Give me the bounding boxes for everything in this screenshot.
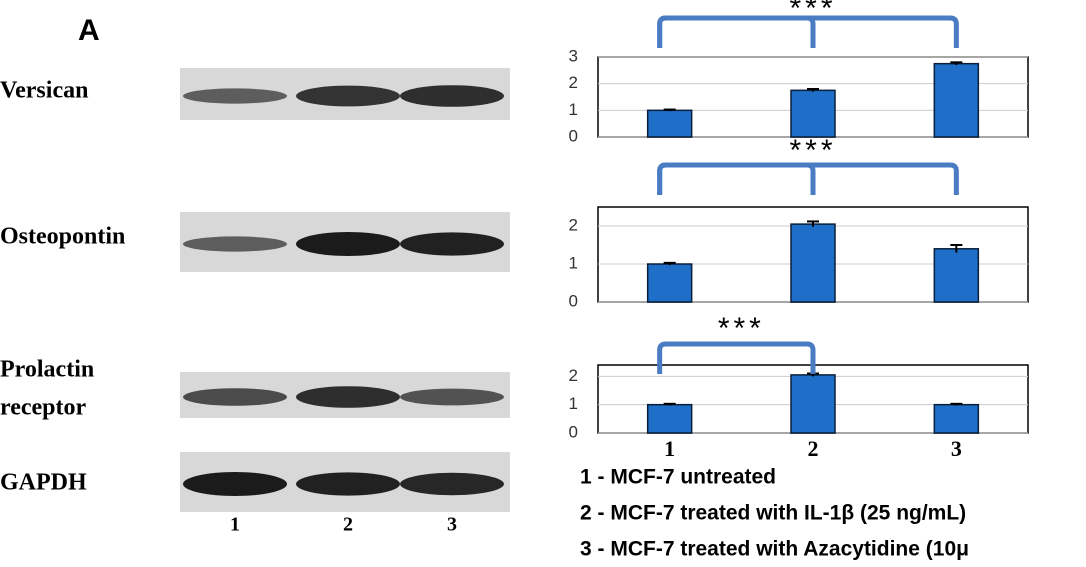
significance-bracket (657, 162, 816, 195)
blot-band (400, 85, 504, 107)
blot-band (400, 388, 504, 406)
significance-label: *** (789, 0, 836, 25)
significance-bracket (657, 162, 959, 195)
y-tick-label: 0 (569, 291, 578, 310)
blot-label: Osteopontin (0, 224, 125, 250)
blot-band (296, 386, 400, 408)
significance-bracket (657, 341, 816, 374)
x-tick-label: 1 (664, 436, 675, 461)
y-tick-label: 1 (569, 100, 578, 119)
blot-band (183, 472, 287, 496)
bar (933, 62, 980, 138)
blot-label: receptor (0, 395, 87, 421)
blot-band (296, 85, 400, 107)
legend-entry: 2 - MCF-7 treated with IL-1β (25 ng/mL) (580, 502, 966, 525)
y-tick-label: 1 (569, 394, 578, 413)
legend-entry: 3 - MCF-7 treated with Azacytidine (10μ (580, 538, 969, 561)
x-tick-label: 2 (808, 436, 819, 461)
blot-band (296, 472, 400, 496)
blot-label: GAPDH (0, 470, 87, 496)
y-tick-label: 2 (569, 73, 578, 92)
y-tick-label: 1 (569, 253, 578, 272)
bar (933, 248, 980, 303)
blot-band (400, 472, 504, 496)
panel-label: A (78, 14, 100, 47)
y-tick-label: 2 (569, 366, 578, 385)
legend-entry: 1 - MCF-7 untreated (580, 466, 776, 489)
blot-band (183, 388, 287, 406)
x-tick-label: 3 (951, 436, 962, 461)
y-tick-label: 0 (569, 422, 578, 441)
bar (933, 403, 980, 434)
lane-label: 2 (343, 514, 353, 536)
significance-bracket (657, 15, 959, 48)
blot-band (400, 232, 504, 256)
significance-label: *** (718, 312, 765, 345)
blot-band (183, 88, 287, 104)
significance-label: *** (789, 134, 836, 167)
y-tick-label: 2 (569, 215, 578, 234)
lane-label: 1 (230, 514, 240, 536)
y-tick-label: 0 (569, 126, 578, 145)
y-tick-label: 3 (569, 46, 578, 65)
blot-band (296, 232, 400, 256)
bar (790, 89, 836, 138)
bar (646, 263, 693, 303)
lane-label: 3 (447, 514, 457, 536)
blot-label: Versican (0, 78, 88, 104)
blot-label: Prolactin (0, 357, 94, 383)
bar (790, 374, 836, 434)
bar (790, 223, 836, 303)
blot-band (183, 236, 287, 252)
bar (646, 403, 693, 434)
bar (646, 109, 693, 138)
